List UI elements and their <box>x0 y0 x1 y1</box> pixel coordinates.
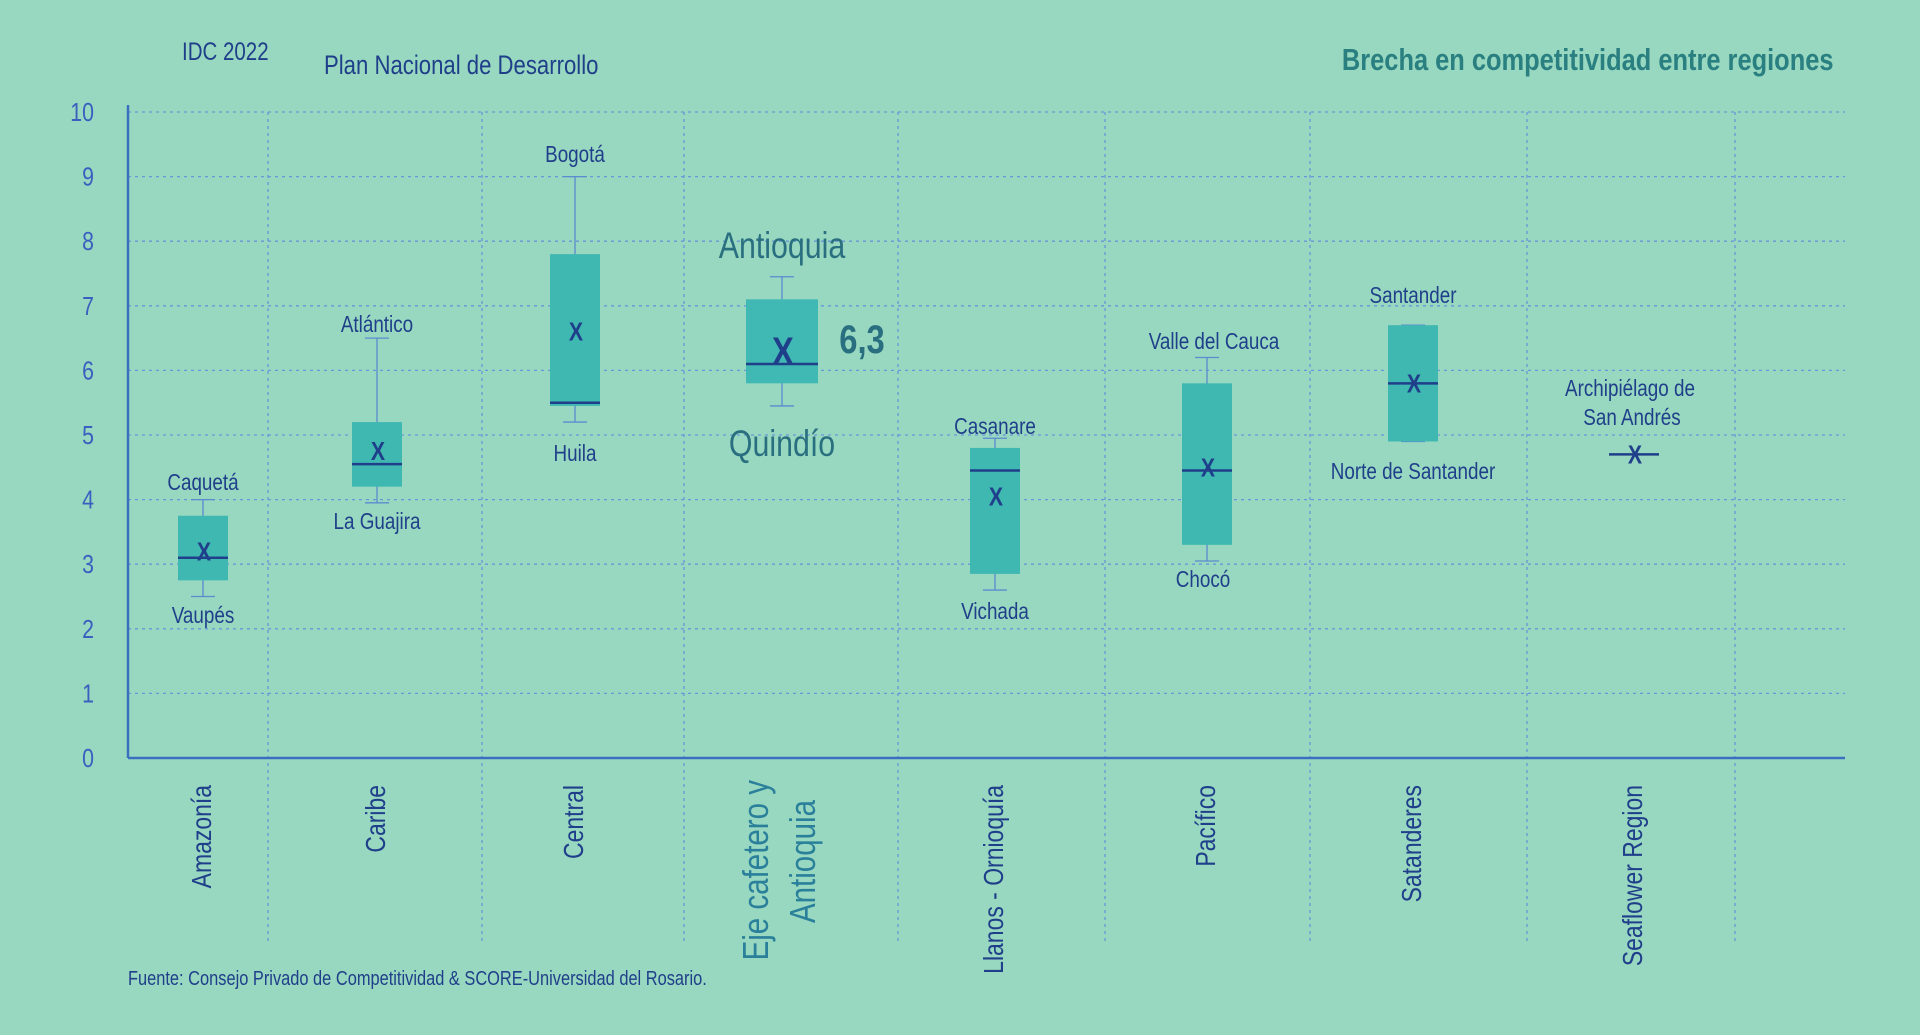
mean-marker: X <box>772 329 794 374</box>
mean-marker: X <box>989 482 1003 512</box>
chart-tag: IDC 2022 <box>182 38 269 66</box>
y-tick-label: 2 <box>82 615 94 645</box>
mean-marker: X <box>1201 453 1215 483</box>
y-tick-label: 9 <box>82 163 94 193</box>
y-tick-label: 8 <box>82 227 94 257</box>
iqr-box <box>1182 383 1232 545</box>
category-label: Caribe <box>361 785 392 853</box>
iqr-box <box>970 447 1020 574</box>
y-tick-label: 0 <box>82 744 94 774</box>
region-min-label: Vaupés <box>172 603 235 628</box>
mean-marker: X <box>371 437 385 467</box>
category-label: Seaflower Region <box>1618 785 1649 966</box>
category-label: Pacífico <box>1191 785 1222 867</box>
y-tick-label: 4 <box>82 486 94 516</box>
region-max-label: Antioquia <box>719 225 846 267</box>
region-max-label: Bogotá <box>545 142 605 167</box>
mean-marker: X <box>197 537 211 567</box>
iqr-box <box>746 299 818 384</box>
y-tick-label: 3 <box>82 550 94 580</box>
y-tick-label: 10 <box>70 98 94 128</box>
region-max-label: Archipiélago de <box>1565 376 1695 401</box>
iqr-box <box>352 422 402 487</box>
mean-marker: X <box>1407 369 1421 399</box>
region-min-label: La Guajira <box>334 509 421 534</box>
category-label: Eje cafetero y <box>735 780 775 961</box>
chart-subtitle: Plan Nacional de Desarrollo <box>324 50 599 80</box>
region-max-label: Casanare <box>954 414 1036 439</box>
y-tick-label: 1 <box>82 679 94 709</box>
highlight-value-label: 6,3 <box>839 317 885 362</box>
category-label: Antioquia <box>782 799 822 923</box>
region-min-label: Vichada <box>961 599 1029 624</box>
region-min-label: Chocó <box>1176 567 1230 592</box>
chart-title: Brecha en competitividad entre regiones <box>1342 42 1834 77</box>
y-tick-label: 7 <box>82 292 94 322</box>
iqr-box <box>178 515 228 581</box>
category-label: Llanos - Ornioquía <box>979 784 1010 974</box>
y-tick-label: 6 <box>82 356 94 386</box>
source-note: Fuente: Consejo Privado de Competitivida… <box>128 968 707 990</box>
region-max-label: Valle del Cauca <box>1149 329 1280 354</box>
region-min-label: Huila <box>554 441 597 466</box>
mean-marker: X <box>569 318 583 348</box>
region-min-label: Norte de Santander <box>1331 459 1495 484</box>
y-tick-label: 5 <box>82 421 94 451</box>
region-max-label: Santander <box>1370 283 1457 308</box>
category-label: Satanderes <box>1397 785 1428 902</box>
category-label: Central <box>559 785 590 859</box>
region-max-label: Caquetá <box>167 470 239 495</box>
region-max-label: San Andrés <box>1583 405 1680 430</box>
iqr-box <box>550 254 600 406</box>
category-label: Amazonía <box>187 784 218 888</box>
mean-marker: X <box>1628 440 1642 470</box>
region-max-label: Atlántico <box>341 312 413 337</box>
region-min-label: Quindío <box>729 423 835 465</box>
